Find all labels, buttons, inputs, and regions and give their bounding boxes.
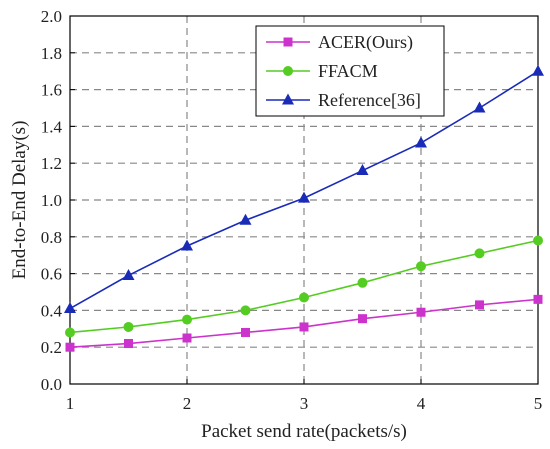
y-tick-label: 1.4	[41, 117, 63, 136]
series-1	[65, 294, 543, 352]
data-point	[122, 268, 135, 280]
data-point	[533, 235, 543, 246]
legend-item: FFACM	[266, 61, 378, 81]
legend: ACER(Ours) FFACM Reference[36]	[255, 25, 445, 117]
data-point	[241, 327, 250, 337]
data-point	[182, 314, 192, 325]
x-tick-label: 4	[417, 394, 426, 413]
x-axis-label: Packet send rate(packets/s)	[201, 421, 407, 442]
data-point	[65, 342, 75, 352]
data-point	[533, 294, 543, 304]
y-tick-label: 0.2	[41, 338, 62, 357]
data-point	[357, 277, 368, 288]
data-point	[181, 239, 193, 251]
x-tick-label: 1	[66, 394, 75, 413]
legend-marker	[283, 66, 293, 76]
legend-item: ACER(Ours)	[266, 32, 413, 53]
data-point	[356, 164, 369, 176]
data-point	[239, 213, 252, 225]
series-2	[65, 235, 543, 338]
data-point	[65, 327, 75, 338]
y-tick-label: 0.4	[41, 301, 63, 320]
data-point	[299, 292, 309, 303]
legend-marker	[282, 93, 294, 105]
data-point	[532, 64, 544, 76]
legend-label: Reference[36]	[318, 90, 421, 110]
data-point	[415, 136, 427, 148]
y-tick-label: 1.2	[41, 154, 62, 173]
data-point	[182, 333, 192, 343]
data-point	[124, 339, 133, 349]
legend-label: ACER(Ours)	[318, 32, 413, 53]
legend-marker	[283, 37, 293, 47]
data-point	[299, 322, 309, 332]
legend-label: FFACM	[318, 61, 378, 81]
data-point	[473, 101, 486, 113]
series-group	[64, 64, 544, 352]
data-point	[123, 321, 134, 332]
data-point	[298, 191, 310, 203]
y-tick-label: 1.8	[41, 44, 62, 63]
y-tick-label: 0.6	[41, 265, 62, 284]
data-point	[240, 305, 251, 316]
y-tick-label: 2.0	[41, 7, 62, 26]
data-point	[358, 314, 367, 324]
data-point	[416, 307, 426, 317]
y-tick-label: 1.0	[41, 191, 62, 210]
data-point	[64, 302, 76, 314]
y-tick-label: 0.8	[41, 228, 62, 247]
y-tick-label: 1.6	[41, 81, 62, 100]
data-point	[416, 261, 426, 272]
data-point	[474, 248, 485, 259]
x-tick-label: 2	[183, 394, 192, 413]
x-tick-label: 3	[300, 394, 309, 413]
data-point	[475, 300, 484, 310]
y-axis-label: End-to-End Delay(s)	[9, 121, 30, 280]
series-3	[64, 64, 544, 314]
legend-item: Reference[36]	[266, 90, 421, 110]
y-tick-label: 0.0	[41, 375, 62, 394]
x-tick-label: 5	[534, 394, 543, 413]
